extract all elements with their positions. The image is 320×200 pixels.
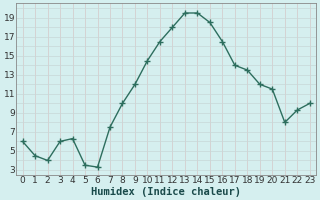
X-axis label: Humidex (Indice chaleur): Humidex (Indice chaleur): [91, 186, 241, 197]
